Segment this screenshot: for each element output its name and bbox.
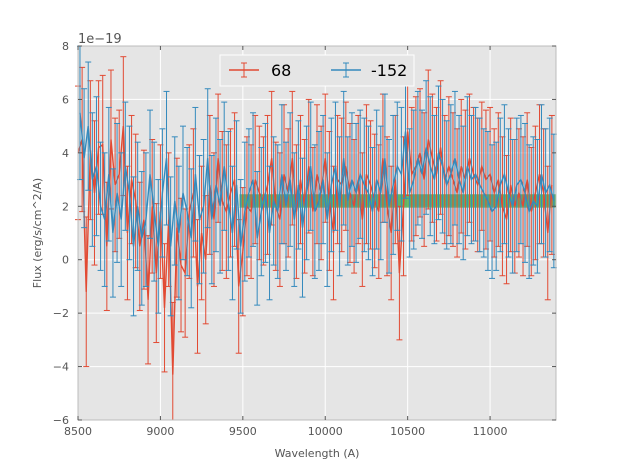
x-tick-label-0: 8500 xyxy=(64,425,92,438)
y-tick-label-5: 4 xyxy=(62,147,69,160)
y-tick-label-4: 2 xyxy=(62,200,69,213)
y-tick-label-2: −2 xyxy=(53,307,69,320)
y-tick-label-1: −4 xyxy=(53,361,69,374)
series-layer xyxy=(75,45,557,420)
plot-frame xyxy=(77,45,557,421)
x-tick-label-3: 10000 xyxy=(308,425,343,438)
x-tick-label-4: 10500 xyxy=(390,425,425,438)
series-0 xyxy=(75,56,555,420)
y-tick-label-0: −6 xyxy=(53,414,69,427)
y-offset-label: 1e−19 xyxy=(78,32,122,47)
y-tick-label-3: 0 xyxy=(62,254,69,267)
y-axis-title: Flux (erg/s/cm^2/A) xyxy=(31,178,44,288)
y-tick-label-6: 6 xyxy=(62,93,69,106)
legend: 68 -152 xyxy=(219,54,415,87)
x-tick-label-2: 9500 xyxy=(229,425,257,438)
legend-label-minus-152: -152 xyxy=(371,61,407,80)
x-tick-label-5: 11000 xyxy=(473,425,508,438)
series-line-1 xyxy=(79,112,555,247)
legend-marks xyxy=(229,62,361,78)
y-tick-label-7: 8 xyxy=(62,40,69,53)
series-1 xyxy=(76,45,557,317)
x-axis-title: Wavelength (A) xyxy=(275,447,360,460)
x-tick-label-1: 9000 xyxy=(146,425,174,438)
legend-label-68: 68 xyxy=(271,61,291,80)
